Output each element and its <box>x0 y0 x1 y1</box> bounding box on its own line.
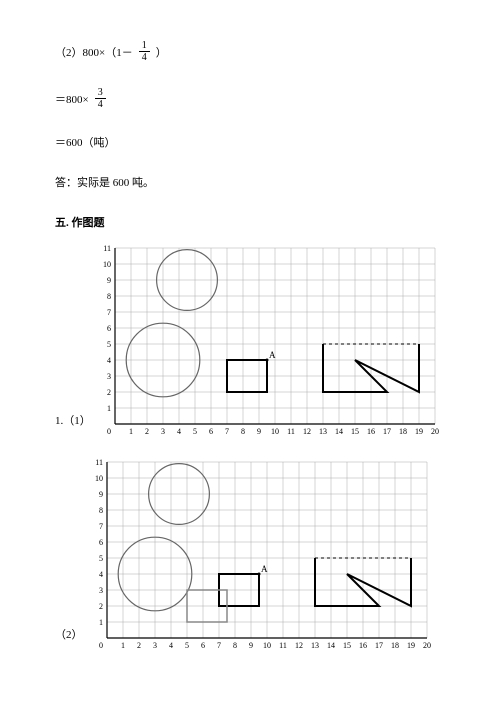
svg-text:14: 14 <box>335 427 343 436</box>
svg-text:11: 11 <box>103 244 111 253</box>
svg-text:A: A <box>269 350 276 360</box>
svg-text:20: 20 <box>423 641 431 650</box>
svg-text:1: 1 <box>129 427 133 436</box>
svg-text:2: 2 <box>137 641 141 650</box>
svg-text:5: 5 <box>193 427 197 436</box>
svg-text:16: 16 <box>367 427 375 436</box>
fraction-2: 3 4 <box>95 87 106 110</box>
svg-text:20: 20 <box>431 427 439 436</box>
svg-text:9: 9 <box>257 427 261 436</box>
svg-text:8: 8 <box>241 427 245 436</box>
eq3-text: ＝600（吨） <box>55 134 116 150</box>
svg-text:18: 18 <box>391 641 399 650</box>
svg-text:3: 3 <box>153 641 157 650</box>
svg-text:17: 17 <box>383 427 391 436</box>
frac2-den: 4 <box>95 99 106 110</box>
svg-text:8: 8 <box>233 641 237 650</box>
frac1-num: 1 <box>139 40 150 52</box>
svg-text:14: 14 <box>327 641 335 650</box>
equation-line-3: ＝600（吨） <box>55 134 445 150</box>
svg-text:0: 0 <box>107 427 111 436</box>
section-5-title: 五. 作图题 <box>55 214 445 230</box>
svg-text:3: 3 <box>107 372 111 381</box>
svg-text:6: 6 <box>209 427 213 436</box>
eq2-prefix: ＝800× <box>55 91 89 107</box>
svg-text:10: 10 <box>271 427 279 436</box>
frac2-num: 3 <box>95 87 106 99</box>
fraction-1: 1 4 <box>139 40 150 63</box>
svg-text:0: 0 <box>99 641 103 650</box>
svg-text:10: 10 <box>103 260 111 269</box>
frac1-den: 4 <box>139 52 150 63</box>
svg-text:15: 15 <box>351 427 359 436</box>
chart-1-block: 1.（1） 1234567891011121314151617181920123… <box>55 244 445 438</box>
svg-text:15: 15 <box>343 641 351 650</box>
svg-text:7: 7 <box>99 522 103 531</box>
svg-text:4: 4 <box>107 356 111 365</box>
svg-text:3: 3 <box>161 427 165 436</box>
svg-text:12: 12 <box>295 641 303 650</box>
svg-text:11: 11 <box>287 427 295 436</box>
svg-text:13: 13 <box>311 641 319 650</box>
svg-text:4: 4 <box>169 641 173 650</box>
answer-text: 答：实际是 600 吨。 <box>55 174 154 190</box>
equation-line-2: ＝800× 3 4 <box>55 87 445 110</box>
svg-text:1: 1 <box>99 618 103 627</box>
chart-2-svg: 1234567891011121314151617181920123456789… <box>89 458 431 652</box>
svg-text:16: 16 <box>359 641 367 650</box>
eq1-prefix: （2）800×（1－ <box>55 44 133 60</box>
svg-text:5: 5 <box>107 340 111 349</box>
equation-line-1: （2）800×（1－ 1 4 ） <box>55 40 445 63</box>
svg-text:9: 9 <box>107 276 111 285</box>
eq1-suffix: ） <box>156 44 167 60</box>
svg-text:3: 3 <box>99 586 103 595</box>
svg-text:8: 8 <box>107 292 111 301</box>
svg-text:9: 9 <box>249 641 253 650</box>
svg-text:5: 5 <box>185 641 189 650</box>
svg-text:7: 7 <box>217 641 221 650</box>
chart-2-block: （2） 123456789101112131415161718192012345… <box>55 458 445 652</box>
svg-text:6: 6 <box>201 641 205 650</box>
svg-text:7: 7 <box>107 308 111 317</box>
svg-text:8: 8 <box>99 506 103 515</box>
chart-1-svg: 1234567891011121314151617181920123456789… <box>97 244 439 438</box>
svg-text:5: 5 <box>99 554 103 563</box>
svg-text:18: 18 <box>399 427 407 436</box>
svg-text:1: 1 <box>107 404 111 413</box>
answer-line: 答：实际是 600 吨。 <box>55 174 445 190</box>
svg-text:11: 11 <box>279 641 287 650</box>
svg-text:6: 6 <box>107 324 111 333</box>
svg-text:19: 19 <box>415 427 423 436</box>
svg-text:2: 2 <box>145 427 149 436</box>
svg-text:10: 10 <box>263 641 271 650</box>
svg-text:12: 12 <box>303 427 311 436</box>
svg-text:4: 4 <box>99 570 103 579</box>
svg-text:11: 11 <box>95 458 103 467</box>
chart-2-label: （2） <box>55 626 83 642</box>
svg-text:10: 10 <box>95 474 103 483</box>
svg-text:A: A <box>261 564 268 574</box>
svg-text:2: 2 <box>107 388 111 397</box>
svg-text:1: 1 <box>121 641 125 650</box>
chart-1-label: 1.（1） <box>55 412 91 428</box>
svg-text:4: 4 <box>177 427 181 436</box>
svg-text:2: 2 <box>99 602 103 611</box>
svg-text:6: 6 <box>99 538 103 547</box>
svg-text:19: 19 <box>407 641 415 650</box>
svg-text:9: 9 <box>99 490 103 499</box>
svg-text:7: 7 <box>225 427 229 436</box>
svg-text:17: 17 <box>375 641 383 650</box>
svg-text:13: 13 <box>319 427 327 436</box>
